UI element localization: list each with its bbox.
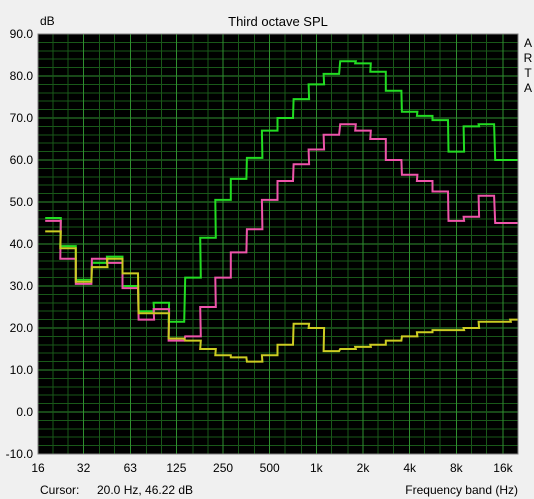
side-letter: A — [524, 36, 532, 50]
y-tick-label: 40.0 — [10, 237, 34, 251]
y-tick-label: -10.0 — [6, 447, 34, 461]
y-tick-label: 20.0 — [10, 321, 34, 335]
cursor-label: Cursor: — [40, 483, 79, 497]
y-tick-label: 10.0 — [10, 363, 34, 377]
chart-title: Third octave SPL — [228, 14, 328, 29]
series-layer — [45, 60, 518, 363]
cursor-value: 20.0 Hz, 46.22 dB — [97, 483, 193, 497]
x-tick-label: 16k — [493, 461, 513, 475]
series-line-1 — [45, 60, 518, 323]
x-tick-label: 8k — [450, 461, 464, 475]
y-tick-label: 0.0 — [16, 405, 33, 419]
x-tick-label: 1k — [310, 461, 324, 475]
x-tick-label: 16 — [31, 461, 45, 475]
y-tick-labels: 90.0 80.0 70.0 60.0 50.0 40.0 30.0 20.0 10.0 0.0 -… — [6, 27, 34, 461]
y-tick-label: 80.0 — [10, 69, 34, 83]
y-tick-label: 60.0 — [10, 153, 34, 167]
x-tick-label: 32 — [77, 461, 91, 475]
series-line-3 — [45, 230, 518, 363]
y-tick-label: 50.0 — [10, 195, 34, 209]
x-tick-label: 500 — [260, 461, 280, 475]
side-letter: A — [524, 81, 532, 95]
y-tick-label: 90.0 — [10, 27, 34, 41]
y-axis-label: dB — [40, 14, 55, 28]
x-tick-label: 63 — [124, 461, 138, 475]
plot-border — [37, 33, 519, 455]
side-letter: T — [524, 66, 532, 80]
side-letter: R — [524, 51, 533, 65]
grid — [37, 33, 519, 455]
y-tick-label: 30.0 — [10, 279, 34, 293]
x-tick-label: 2k — [357, 461, 371, 475]
x-tick-label: 4k — [403, 461, 417, 475]
x-tick-label: 250 — [213, 461, 233, 475]
y-tick-label: 70.0 — [10, 111, 34, 125]
x-tick-labels: 16 32 63 125 250 500 1k 2k 4k 8k 16k — [31, 461, 513, 475]
series-line-2 — [45, 123, 518, 342]
x-axis-label: Frequency band (Hz) — [405, 483, 518, 497]
x-tick-label: 125 — [166, 461, 186, 475]
